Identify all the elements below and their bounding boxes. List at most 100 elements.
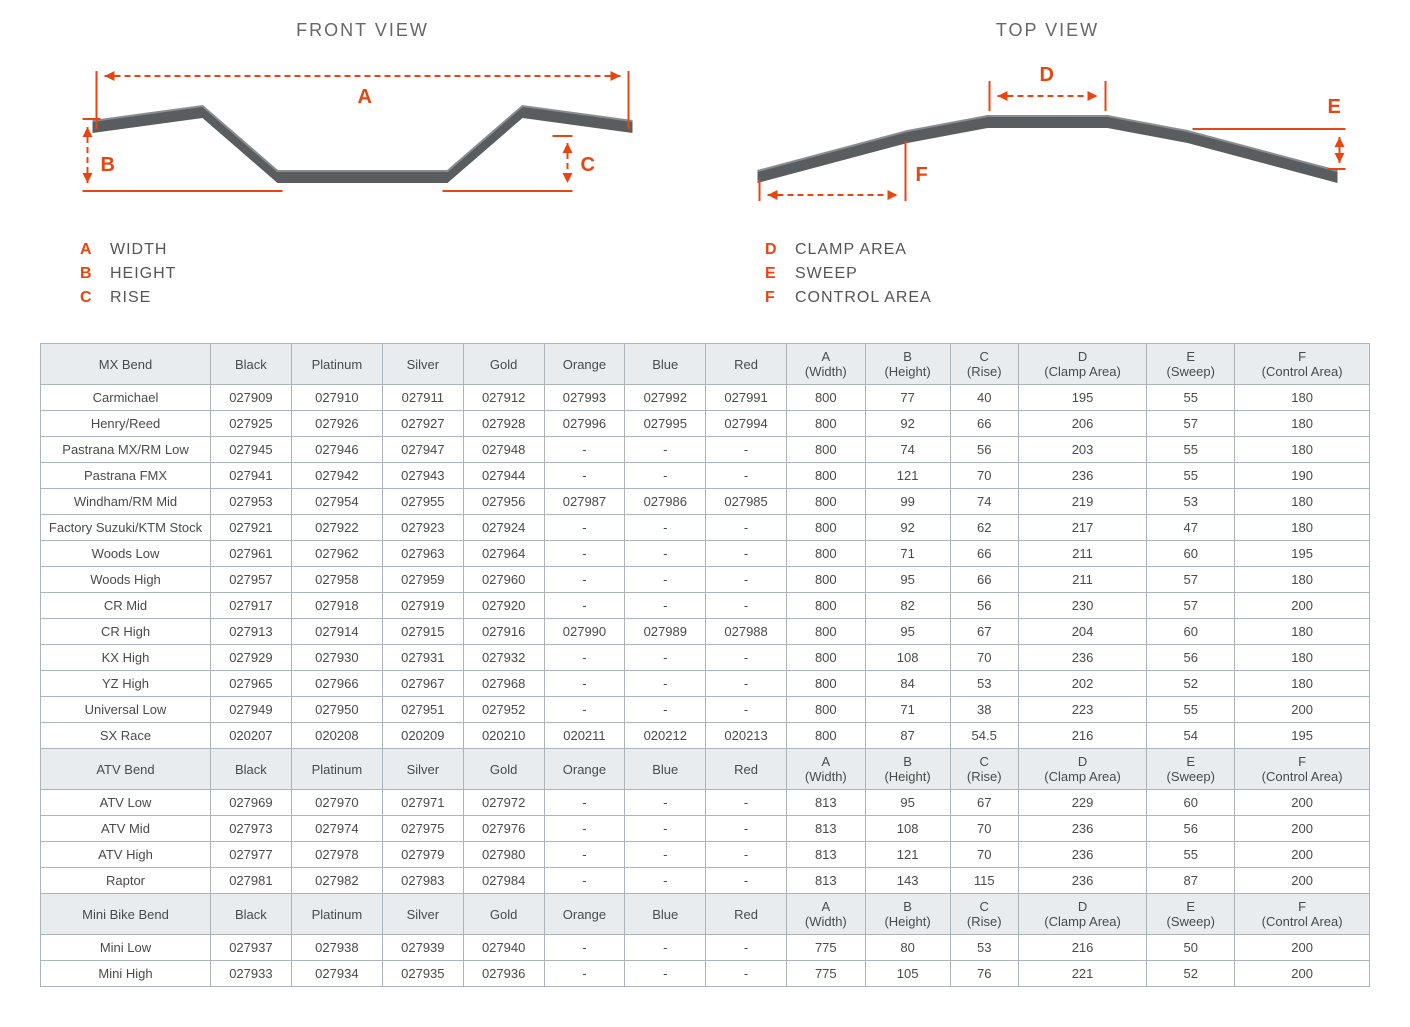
table-cell: 190 (1235, 463, 1370, 489)
table-header-cell: A(Width) (786, 894, 865, 935)
table-cell: - (544, 463, 625, 489)
row-label-cell: Pastrana MX/RM Low (41, 437, 211, 463)
table-header-row: ATV BendBlackPlatinumSilverGoldOrangeBlu… (41, 749, 1370, 790)
top-view-diagram: D E F (725, 51, 1370, 231)
table-cell: 813 (786, 790, 865, 816)
table-header-cell: Blue (625, 344, 706, 385)
table-cell: 800 (786, 697, 865, 723)
table-row: KX High027929027930027931027932---800108… (41, 645, 1370, 671)
table-cell: 211 (1018, 567, 1146, 593)
table-cell: 67 (950, 790, 1018, 816)
table-cell: 71 (865, 697, 950, 723)
table-cell: 57 (1147, 411, 1235, 437)
svg-text:E: E (1328, 96, 1341, 118)
legend-label: RISE (110, 289, 151, 307)
table-cell: 027984 (463, 868, 544, 894)
table-cell: - (706, 463, 787, 489)
table-cell: 95 (865, 790, 950, 816)
table-cell: 775 (786, 961, 865, 987)
table-cell: - (625, 437, 706, 463)
legend-label: SWEEP (795, 265, 858, 283)
table-cell: 180 (1235, 385, 1370, 411)
table-cell: - (544, 790, 625, 816)
legend-row: B HEIGHT (80, 265, 685, 283)
table-cell: - (625, 593, 706, 619)
table-header-cell: Silver (382, 344, 463, 385)
row-label-cell: Woods Low (41, 541, 211, 567)
table-cell: 57 (1147, 593, 1235, 619)
table-cell: 180 (1235, 645, 1370, 671)
table-header-cell: Platinum (291, 344, 382, 385)
table-cell: 027951 (382, 697, 463, 723)
table-cell: 027946 (291, 437, 382, 463)
table-cell: 027974 (291, 816, 382, 842)
table-cell: 60 (1147, 790, 1235, 816)
legend-letter: D (765, 241, 783, 259)
table-cell: 84 (865, 671, 950, 697)
table-cell: - (544, 593, 625, 619)
row-label-cell: Pastrana FMX (41, 463, 211, 489)
table-cell: 027921 (211, 515, 292, 541)
table-cell: 027959 (382, 567, 463, 593)
table-cell: 47 (1147, 515, 1235, 541)
table-header-cell: C(Rise) (950, 344, 1018, 385)
table-row: Mini Low027937027938027939027940---77580… (41, 935, 1370, 961)
table-cell: 027960 (463, 567, 544, 593)
table-header-cell: A(Width) (786, 749, 865, 790)
table-row: YZ High027965027966027967027968---800845… (41, 671, 1370, 697)
table-cell: 027947 (382, 437, 463, 463)
table-cell: 027996 (544, 411, 625, 437)
table-cell: 027948 (463, 437, 544, 463)
table-row: Universal Low027949027950027951027952---… (41, 697, 1370, 723)
table-header-cell: Red (706, 344, 787, 385)
table-cell: 027932 (463, 645, 544, 671)
table-cell: 221 (1018, 961, 1146, 987)
table-cell: 200 (1235, 868, 1370, 894)
row-label-cell: ATV Mid (41, 816, 211, 842)
legend-letter: A (80, 241, 98, 259)
table-cell: 020212 (625, 723, 706, 749)
table-cell: 77 (865, 385, 950, 411)
table-cell: 70 (950, 842, 1018, 868)
front-view: FRONT VIEW A B (40, 20, 685, 313)
table-cell: 020210 (463, 723, 544, 749)
row-label-cell: Woods High (41, 567, 211, 593)
table-cell: 800 (786, 593, 865, 619)
table-cell: 56 (950, 437, 1018, 463)
table-cell: 55 (1147, 385, 1235, 411)
table-cell: 204 (1018, 619, 1146, 645)
table-cell: 027937 (211, 935, 292, 961)
table-cell: 203 (1018, 437, 1146, 463)
table-cell: - (706, 868, 787, 894)
table-cell: 800 (786, 723, 865, 749)
table-cell: 027961 (211, 541, 292, 567)
table-cell: 027924 (463, 515, 544, 541)
table-header-cell: Blue (625, 894, 706, 935)
table-cell: 800 (786, 515, 865, 541)
table-cell: - (544, 868, 625, 894)
table-header-cell: Black (211, 749, 292, 790)
table-row: CR High027913027914027915027916027990027… (41, 619, 1370, 645)
table-row: ATV Low027969027970027971027972---813956… (41, 790, 1370, 816)
table-header-cell: D(Clamp Area) (1018, 344, 1146, 385)
table-cell: 020207 (211, 723, 292, 749)
table-cell: 027965 (211, 671, 292, 697)
table-cell: - (625, 567, 706, 593)
table-header-cell: E(Sweep) (1147, 894, 1235, 935)
row-label-cell: KX High (41, 645, 211, 671)
table-header-cell: B(Height) (865, 894, 950, 935)
table-cell: 027945 (211, 437, 292, 463)
table-cell: - (625, 645, 706, 671)
table-cell: 200 (1235, 816, 1370, 842)
table-cell: 55 (1147, 463, 1235, 489)
table-header-cell: Blue (625, 749, 706, 790)
table-cell: 74 (950, 489, 1018, 515)
table-cell: - (544, 961, 625, 987)
table-cell: 027914 (291, 619, 382, 645)
table-header-cell: Black (211, 344, 292, 385)
table-cell: 027938 (291, 935, 382, 961)
table-cell: 027923 (382, 515, 463, 541)
table-cell: 027940 (463, 935, 544, 961)
table-cell: 027910 (291, 385, 382, 411)
table-cell: 71 (865, 541, 950, 567)
